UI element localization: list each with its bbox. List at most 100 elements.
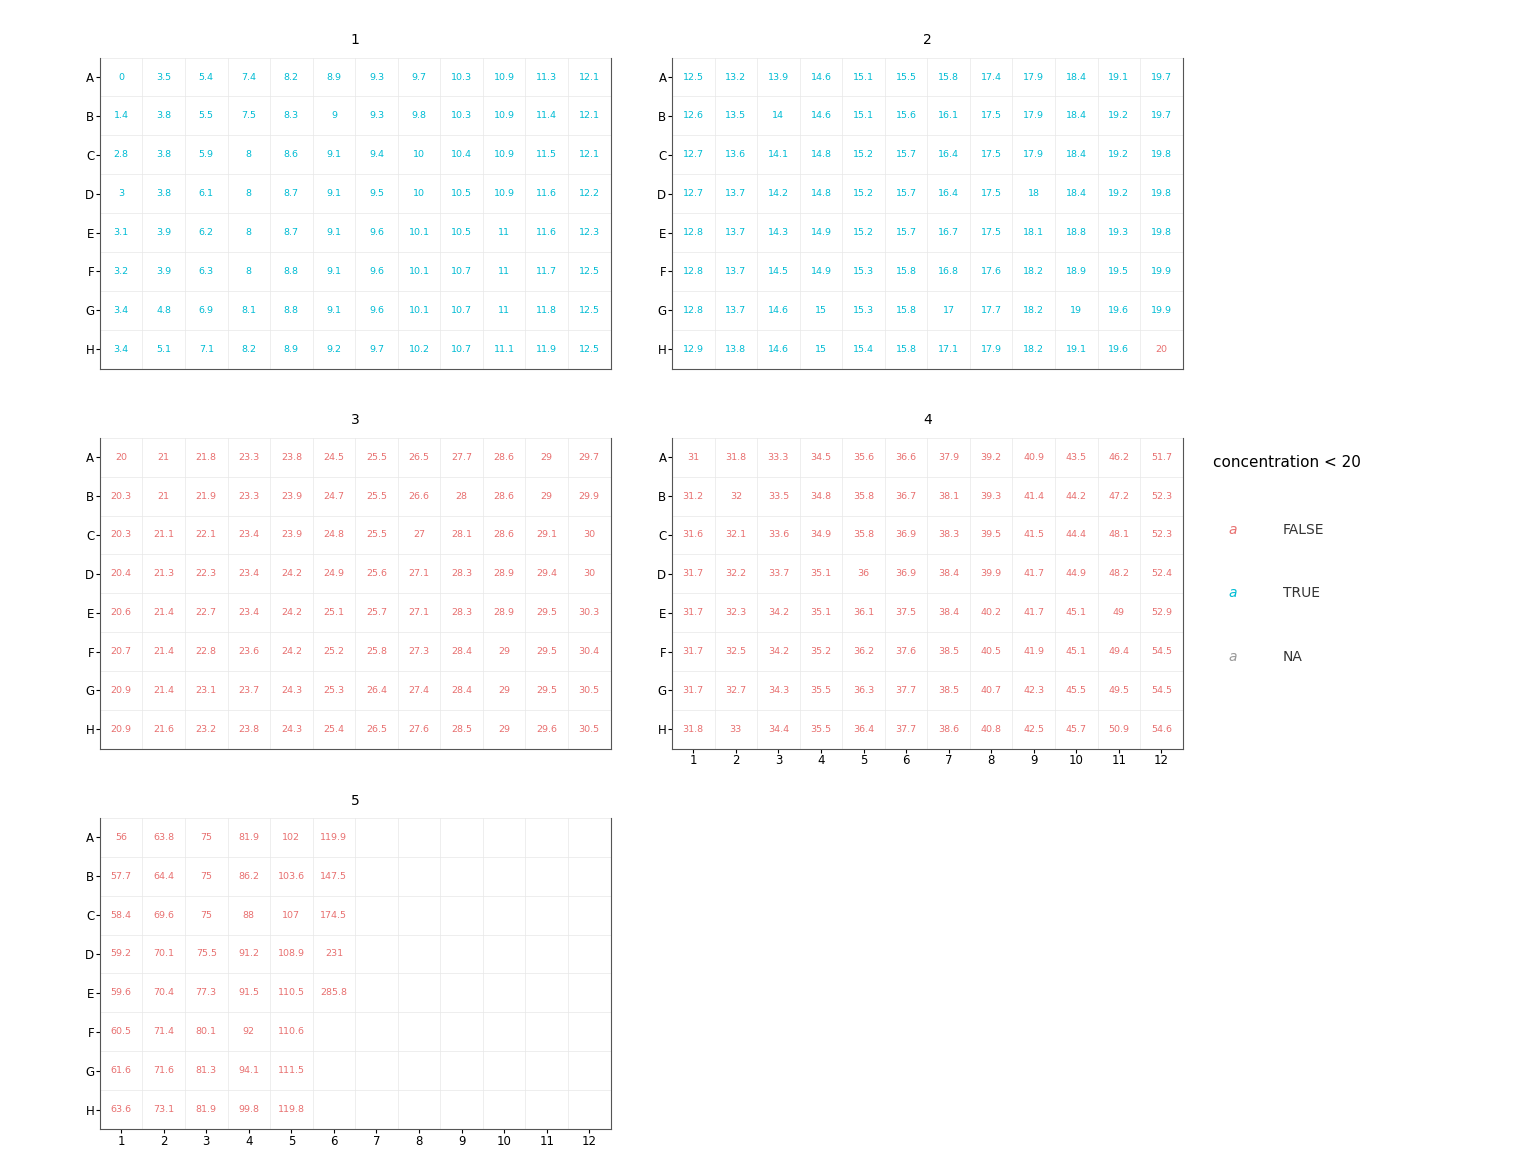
Text: 8.7: 8.7 <box>284 228 300 237</box>
Text: 29.5: 29.5 <box>536 647 558 657</box>
Text: 11.5: 11.5 <box>536 150 558 159</box>
Text: 21: 21 <box>158 492 169 501</box>
Text: 29: 29 <box>498 725 510 734</box>
Text: 16.4: 16.4 <box>938 189 958 198</box>
Text: 59.6: 59.6 <box>111 988 132 998</box>
Text: 28.6: 28.6 <box>493 530 515 539</box>
Text: 36.2: 36.2 <box>852 647 874 657</box>
Text: 35.8: 35.8 <box>852 530 874 539</box>
Text: 11: 11 <box>498 228 510 237</box>
Text: 13.8: 13.8 <box>725 344 746 354</box>
Text: 25.5: 25.5 <box>366 453 387 462</box>
Text: 10.9: 10.9 <box>493 150 515 159</box>
Text: 111.5: 111.5 <box>278 1066 304 1075</box>
Text: 8.1: 8.1 <box>241 305 257 314</box>
Text: 10.9: 10.9 <box>493 73 515 82</box>
Text: 28.9: 28.9 <box>493 569 515 578</box>
Text: 6.3: 6.3 <box>198 267 214 276</box>
Text: 16.7: 16.7 <box>938 228 958 237</box>
Text: 2.8: 2.8 <box>114 150 129 159</box>
Text: 17.9: 17.9 <box>1023 73 1044 82</box>
Text: 15.5: 15.5 <box>895 73 917 82</box>
Text: 17.1: 17.1 <box>938 344 958 354</box>
Text: 81.3: 81.3 <box>195 1066 217 1075</box>
Text: 24.9: 24.9 <box>324 569 344 578</box>
Text: 34.9: 34.9 <box>811 530 831 539</box>
Text: a: a <box>1229 523 1238 537</box>
Text: 58.4: 58.4 <box>111 910 132 919</box>
Text: 3.8: 3.8 <box>157 189 170 198</box>
Text: 10: 10 <box>413 189 425 198</box>
Text: 34.2: 34.2 <box>768 647 790 657</box>
Text: 17.7: 17.7 <box>980 305 1001 314</box>
Text: 9.3: 9.3 <box>369 112 384 121</box>
Text: 18.4: 18.4 <box>1066 150 1087 159</box>
Text: 33.3: 33.3 <box>768 453 790 462</box>
Text: 23.6: 23.6 <box>238 647 260 657</box>
Text: 13.7: 13.7 <box>725 267 746 276</box>
Text: 23.2: 23.2 <box>195 725 217 734</box>
Text: 12.3: 12.3 <box>579 228 601 237</box>
Text: 99.8: 99.8 <box>238 1105 260 1114</box>
Text: 8: 8 <box>246 189 252 198</box>
Text: 81.9: 81.9 <box>238 833 260 842</box>
Text: 35.1: 35.1 <box>811 569 831 578</box>
Text: 31.7: 31.7 <box>682 647 703 657</box>
Text: 52.3: 52.3 <box>1150 530 1172 539</box>
Text: 9.1: 9.1 <box>327 189 341 198</box>
Text: 16.1: 16.1 <box>938 112 958 121</box>
Text: 1.4: 1.4 <box>114 112 129 121</box>
Text: 37.6: 37.6 <box>895 647 917 657</box>
Text: 43.5: 43.5 <box>1066 453 1087 462</box>
Text: 10.4: 10.4 <box>452 150 472 159</box>
Text: 28.4: 28.4 <box>452 647 472 657</box>
Text: 25.5: 25.5 <box>366 492 387 501</box>
Text: 3: 3 <box>350 414 359 427</box>
Text: 28.3: 28.3 <box>452 608 472 617</box>
Text: 14.8: 14.8 <box>811 150 831 159</box>
Text: 23.3: 23.3 <box>238 453 260 462</box>
Text: 17.5: 17.5 <box>980 189 1001 198</box>
Text: NA: NA <box>1283 650 1303 664</box>
Text: 19.7: 19.7 <box>1150 112 1172 121</box>
Text: 10.9: 10.9 <box>493 189 515 198</box>
Text: 29.5: 29.5 <box>536 608 558 617</box>
Text: 36.3: 36.3 <box>852 685 874 695</box>
Text: 12.8: 12.8 <box>684 228 703 237</box>
Text: 19: 19 <box>1071 305 1083 314</box>
Text: 30.5: 30.5 <box>579 685 601 695</box>
Text: 8: 8 <box>246 267 252 276</box>
Text: 14.3: 14.3 <box>768 228 790 237</box>
Text: 30.3: 30.3 <box>579 608 601 617</box>
Text: 21.4: 21.4 <box>154 608 174 617</box>
Text: 14.8: 14.8 <box>811 189 831 198</box>
Text: 38.1: 38.1 <box>938 492 958 501</box>
Text: 1: 1 <box>350 33 359 47</box>
Text: 11.4: 11.4 <box>536 112 558 121</box>
Text: 6.9: 6.9 <box>198 305 214 314</box>
Text: 39.3: 39.3 <box>980 492 1001 501</box>
Text: 20: 20 <box>115 453 127 462</box>
Text: 5.5: 5.5 <box>198 112 214 121</box>
Text: 56: 56 <box>115 833 127 842</box>
Text: 44.4: 44.4 <box>1066 530 1087 539</box>
Text: 24.2: 24.2 <box>281 647 303 657</box>
Text: 11.3: 11.3 <box>536 73 558 82</box>
Text: 13.7: 13.7 <box>725 189 746 198</box>
Text: 13.7: 13.7 <box>725 228 746 237</box>
Text: 3.4: 3.4 <box>114 305 129 314</box>
Text: 69.6: 69.6 <box>154 910 174 919</box>
Text: 15.3: 15.3 <box>852 305 874 314</box>
Text: 13.6: 13.6 <box>725 150 746 159</box>
Text: 8.9: 8.9 <box>327 73 341 82</box>
Text: 40.2: 40.2 <box>980 608 1001 617</box>
Text: 10.3: 10.3 <box>452 73 472 82</box>
Text: 3.4: 3.4 <box>114 344 129 354</box>
Text: 12.6: 12.6 <box>684 112 703 121</box>
Text: 49.4: 49.4 <box>1109 647 1129 657</box>
Text: 9.5: 9.5 <box>369 189 384 198</box>
Text: 37.7: 37.7 <box>895 685 917 695</box>
Text: 91.5: 91.5 <box>238 988 260 998</box>
Text: 40.5: 40.5 <box>980 647 1001 657</box>
Text: 15.7: 15.7 <box>895 189 917 198</box>
